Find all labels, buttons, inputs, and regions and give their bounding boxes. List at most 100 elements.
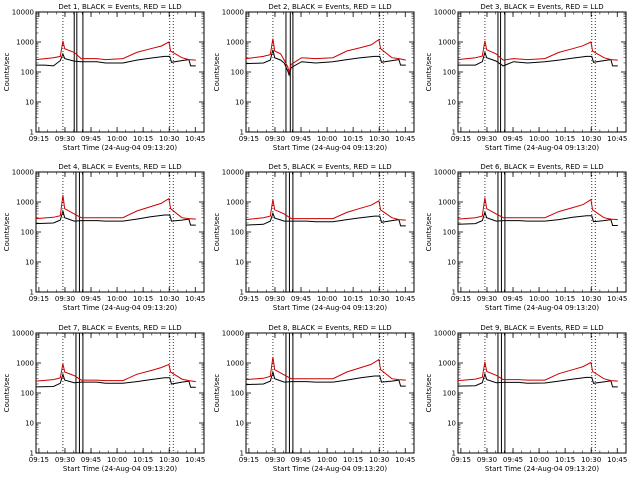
x-tick-label: 10:30 [159,135,179,143]
x-tick-label: 10:30 [581,295,601,303]
x-tick-label: 10:45 [395,295,415,303]
x-tick-label: 10:00 [107,295,127,303]
y-tick-label: 10 [235,259,244,267]
y-tick-label: 1 [30,129,34,137]
y-tick-label: 1 [452,129,456,137]
x-tick-label: 10:00 [107,456,127,464]
x-tick-label: 09:45 [291,456,311,464]
x-tick-label: 10:00 [317,456,337,464]
series-black-line [457,372,618,388]
y-tick-label: 10 [25,259,34,267]
plot-frame [245,11,415,133]
y-axis-label: Counts/sec [3,53,11,92]
y-tick-label: 100 [21,69,34,77]
x-tick-label: 09:15 [29,295,49,303]
x-tick-label: 10:15 [343,135,363,143]
x-tick-label: 10:45 [185,135,205,143]
x-tick-label: 09:45 [291,295,311,303]
x-tick-label: 09:30 [265,456,285,464]
plot-frame [457,332,627,454]
x-tick-label: 09:15 [239,135,259,143]
series-black-line [245,211,406,227]
x-axis-label: Start Time (24-Aug-04 09:13:20) [485,144,599,152]
x-tick-label: 10:00 [529,295,549,303]
y-tick-label: 10000 [222,9,244,17]
x-tick-label: 10:15 [343,456,363,464]
panel-title: Det 3, BLACK = Events, RED = LLD [480,3,603,11]
y-tick-label: 1000 [438,199,456,207]
y-axis-label: Counts/sec [3,374,11,413]
x-tick-label: 10:00 [317,295,337,303]
x-tick-label: 10:00 [107,135,127,143]
x-tick-label: 09:15 [29,135,49,143]
plot-frame [245,332,415,454]
y-tick-label: 10 [447,420,456,428]
x-tick-label: 09:30 [265,135,285,143]
plot-frame [457,11,627,133]
y-tick-label: 100 [231,229,244,237]
x-tick-label: 10:15 [555,295,575,303]
y-tick-label: 1000 [226,199,244,207]
x-tick-label: 09:45 [503,295,523,303]
detector-panel-2: Det 2, BLACK = Events, RED = LLD 1 10 100 10… [213,3,415,152]
y-tick-label: 1000 [16,199,34,207]
x-tick-label: 09:45 [81,135,101,143]
x-tick-label: 09:30 [477,135,497,143]
x-tick-label: 10:45 [395,135,415,143]
series-black-line [457,210,618,226]
y-tick-label: 10000 [222,169,244,177]
x-tick-label: 10:15 [343,295,363,303]
x-tick-label: 10:30 [369,295,389,303]
x-tick-label: 10:00 [529,135,549,143]
detector-panel-7: Det 7, BLACK = Events, RED = LLD 1 10 100 10… [3,324,205,473]
plot-frame [457,171,627,293]
y-tick-label: 1000 [16,360,34,368]
x-axis-label: Start Time (24-Aug-04 09:13:20) [63,465,177,473]
y-tick-label: 10000 [434,9,456,17]
x-tick-label: 10:45 [395,456,415,464]
x-tick-label: 09:30 [55,295,75,303]
x-tick-label: 10:30 [581,135,601,143]
x-tick-label: 09:15 [239,456,259,464]
x-axis-label: Start Time (24-Aug-04 09:13:20) [485,304,599,312]
y-tick-label: 1 [240,289,244,297]
panel-title: Det 7, BLACK = Events, RED = LLD [58,324,181,332]
series-red-line [457,197,618,221]
x-tick-label: 09:45 [291,135,311,143]
x-tick-label: 10:15 [555,135,575,143]
x-tick-label: 09:30 [477,456,497,464]
x-tick-label: 10:30 [581,456,601,464]
detector-panel-4: Det 4, BLACK = Events, RED = LLD 1 10 100 10… [3,163,205,312]
x-tick-label: 10:45 [185,295,205,303]
y-tick-label: 10 [447,99,456,107]
x-tick-label: 09:15 [451,135,471,143]
panel-title: Det 1, BLACK = Events, RED = LLD [58,3,181,11]
y-tick-label: 10000 [434,330,456,338]
y-axis-label: Counts/sec [213,53,221,92]
series-red-line [35,363,196,383]
panel-title: Det 4, BLACK = Events, RED = LLD [58,163,181,171]
x-tick-label: 09:45 [503,135,523,143]
x-tick-label: 10:30 [159,456,179,464]
detector-panel-8: Det 8, BLACK = Events, RED = LLD 1 10 100 10… [213,324,415,473]
series-red-line [35,195,196,220]
x-tick-label: 10:30 [159,295,179,303]
y-tick-label: 100 [443,390,456,398]
series-black-line [35,209,196,226]
y-tick-label: 10000 [12,169,34,177]
y-axis-label: Counts/sec [213,213,221,252]
x-tick-label: 09:45 [81,456,101,464]
series-red-line [35,40,196,61]
series-black-line [35,372,196,388]
y-axis-label: Counts/sec [3,213,11,252]
y-tick-label: 1 [30,289,34,297]
detector-panel-3: Det 3, BLACK = Events, RED = LLD 1 10 100 10… [425,3,627,152]
plot-frame [35,332,205,454]
panel-title: Det 5, BLACK = Events, RED = LLD [268,163,391,171]
x-tick-label: 09:30 [55,456,75,464]
x-axis-label: Start Time (24-Aug-04 09:13:20) [485,465,599,473]
y-tick-label: 100 [21,390,34,398]
plot-frame [245,171,415,293]
x-axis-label: Start Time (24-Aug-04 09:13:20) [273,465,387,473]
